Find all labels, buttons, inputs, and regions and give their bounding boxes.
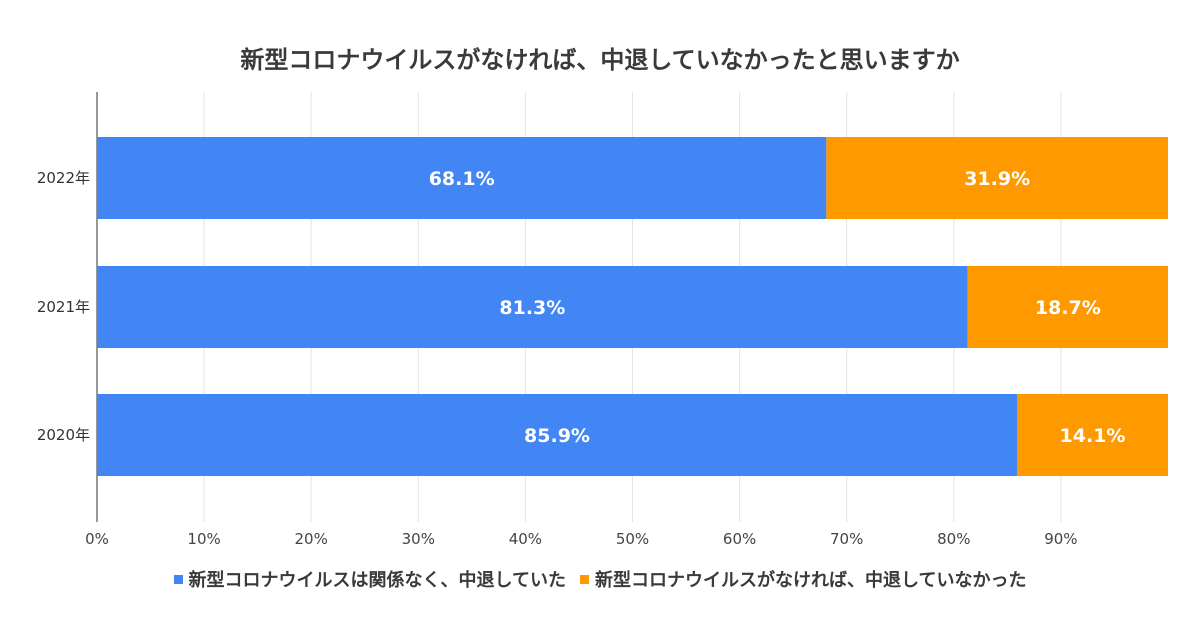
bar-segment xyxy=(97,394,1017,476)
legend-item-series-1: 新型コロナウイルスは関係なく、中退していた xyxy=(173,566,566,592)
x-tick-label: 60% xyxy=(723,530,756,548)
y-category-label: 2021年 xyxy=(37,298,90,316)
x-tick-label: 70% xyxy=(830,530,863,548)
bar-data-label: 68.1% xyxy=(429,168,495,190)
x-tick-label: 20% xyxy=(295,530,328,548)
x-tick-label: 50% xyxy=(616,530,649,548)
x-tick-label: 0% xyxy=(85,530,109,548)
y-category-label: 2020年 xyxy=(37,426,90,444)
bar-segment xyxy=(1016,394,1168,476)
bar-data-label: 31.9% xyxy=(964,168,1030,190)
legend-label-series-2: 新型コロナウイルスがなければ、中退していなかった xyxy=(595,570,1027,591)
chart-title: 新型コロナウイルスがなければ、中退していなかったと思いますか xyxy=(240,46,960,74)
legend-swatch-blue xyxy=(173,574,183,584)
legend-item-series-2: 新型コロナウイルスがなければ、中退していなかった xyxy=(580,566,1026,592)
chart-legend: 新型コロナウイルスは関係なく、中退していた 新型コロナウイルスがなければ、中退し… xyxy=(0,566,1200,592)
x-tick-label: 30% xyxy=(402,530,435,548)
bar-segment xyxy=(97,266,968,348)
x-tick-label: 40% xyxy=(509,530,542,548)
bar-data-label: 18.7% xyxy=(1035,297,1101,319)
bar-segment xyxy=(826,137,1168,219)
x-tick-label: 80% xyxy=(937,530,970,548)
bar-data-label: 85.9% xyxy=(524,425,590,447)
bar-segment xyxy=(967,266,1168,348)
x-tick-label: 90% xyxy=(1044,530,1077,548)
legend-swatch-orange xyxy=(580,574,589,584)
legend-label-series-1: 新型コロナウイルスは関係なく、中退していた xyxy=(188,570,566,591)
bar-data-label: 14.1% xyxy=(1060,425,1126,447)
y-category-label: 2022年 xyxy=(37,169,90,187)
bar-segment xyxy=(97,137,827,219)
bar-data-label: 81.3% xyxy=(499,297,565,319)
x-tick-label: 10% xyxy=(187,530,220,548)
